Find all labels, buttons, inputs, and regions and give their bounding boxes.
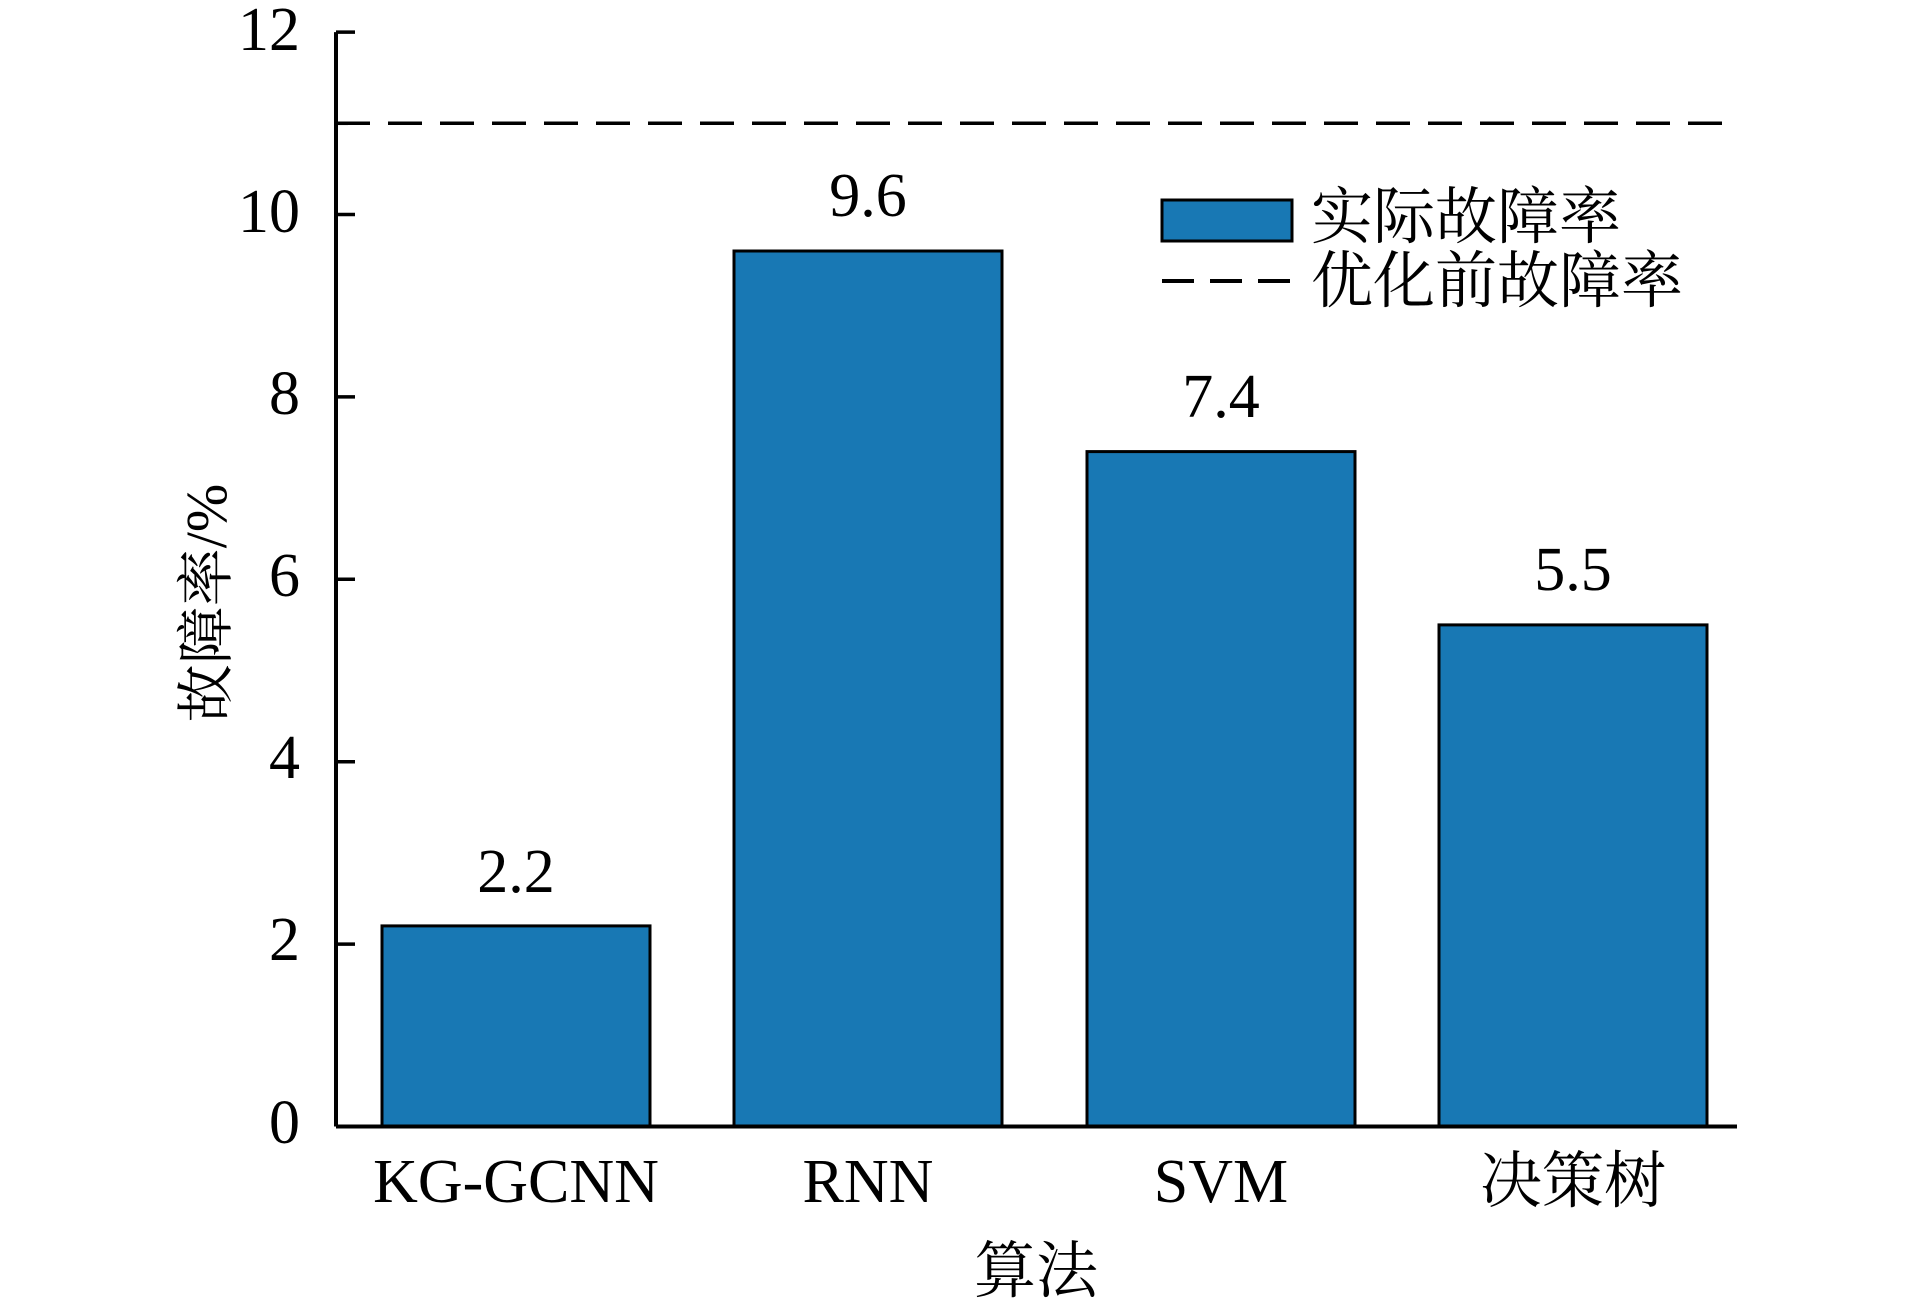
svg-text:SVM: SVM xyxy=(1154,1148,1288,1216)
svg-text:算法: 算法 xyxy=(974,1238,1099,1299)
svg-text:7.4: 7.4 xyxy=(1182,363,1260,431)
svg-text:决策树: 决策树 xyxy=(1480,1148,1666,1216)
svg-text:优化前故障率: 优化前故障率 xyxy=(1311,248,1683,316)
svg-text:4: 4 xyxy=(269,724,300,792)
svg-text:8: 8 xyxy=(269,360,300,428)
svg-text:6: 6 xyxy=(269,542,300,610)
svg-text:2: 2 xyxy=(269,906,300,974)
svg-text:KG-GCNN: KG-GCNN xyxy=(373,1148,659,1216)
svg-text:0: 0 xyxy=(269,1089,300,1157)
svg-text:故障率/%: 故障率/% xyxy=(174,484,239,722)
svg-text:5.5: 5.5 xyxy=(1534,536,1612,604)
svg-text:9.6: 9.6 xyxy=(829,162,907,230)
svg-text:RNN: RNN xyxy=(803,1148,934,1216)
svg-text:2.2: 2.2 xyxy=(477,838,555,906)
svg-text:10: 10 xyxy=(238,178,300,246)
svg-text:12: 12 xyxy=(238,0,300,64)
svg-text:实际故障率: 实际故障率 xyxy=(1311,184,1621,252)
